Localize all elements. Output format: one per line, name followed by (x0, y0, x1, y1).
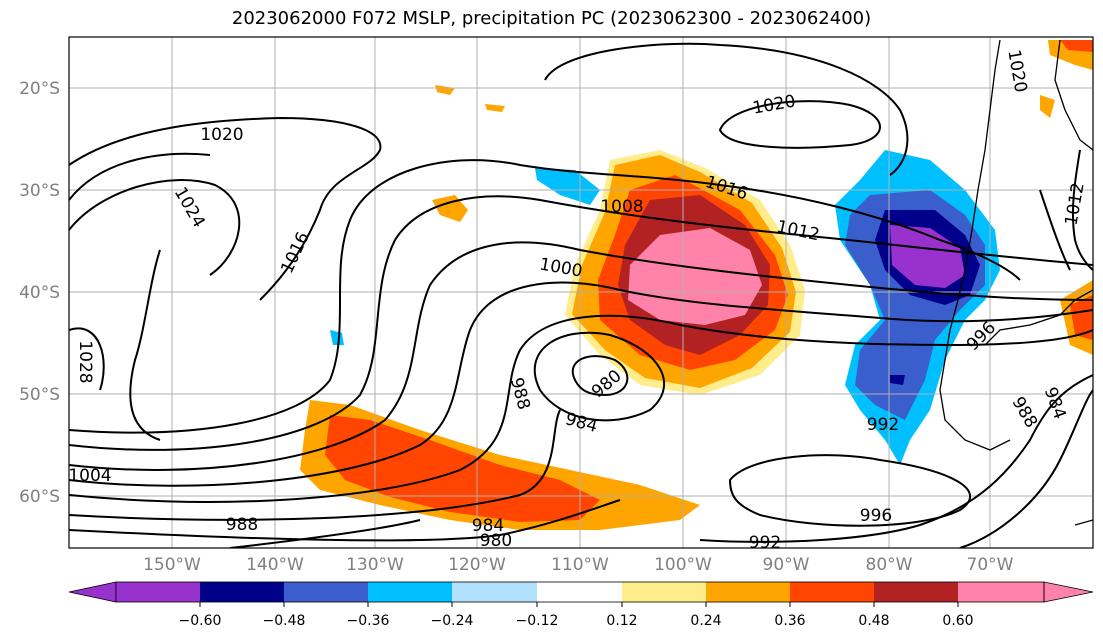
colorbar-segment (200, 582, 285, 602)
isobar-label: 1024 (170, 184, 209, 231)
colorbar-extend-low (68, 581, 117, 603)
map-content: 1020 1024 1016 1028 1004 988 1020 1016 1… (68, 37, 1093, 553)
longitude-labels: 150°W 140°W 130°W 120°W 110°W 100°W 90°W… (143, 555, 1014, 575)
latitude-labels: 20°S 30°S 40°S 50°S 60°S (19, 79, 60, 507)
lat-tick-label: 20°S (19, 79, 60, 99)
isobar-label: 1020 (1003, 48, 1030, 94)
isobar-label: 980 (480, 531, 512, 551)
isobar-label: 992 (749, 533, 781, 553)
isobar-label: 1000 (538, 254, 584, 281)
isobar-label: 1008 (600, 197, 643, 217)
isobar-label: 992 (867, 415, 899, 435)
map-gridlines (69, 37, 1093, 548)
isobar-label: 988 (226, 515, 258, 535)
colorbar-label: −0.12 (516, 613, 559, 629)
colorbar-label: 0.60 (942, 613, 973, 629)
colorbar-label: −0.48 (263, 613, 306, 629)
precip-positive-small-patches (432, 40, 1093, 355)
isobar-label: 996 (963, 318, 1000, 355)
lat-tick-label: 50°S (19, 385, 60, 405)
isobar-label: 984 (563, 409, 600, 437)
colorbar-segment (958, 582, 1044, 602)
isobar-label: 1004 (68, 466, 111, 486)
lon-tick-label: 150°W (143, 555, 201, 575)
lon-tick-label: 80°W (866, 555, 913, 575)
lon-tick-label: 90°W (763, 555, 810, 575)
lat-tick-label: 30°S (19, 181, 60, 201)
colorbar-label: 0.48 (858, 613, 889, 629)
isobar-label: 1020 (751, 91, 797, 118)
colorbar-outline (115, 581, 1045, 603)
lon-tick-label: 100°W (654, 555, 712, 575)
map-title: 2023062000 F072 MSLP, precipitation PC (… (231, 8, 872, 29)
isobar-label: 996 (860, 506, 892, 526)
lat-tick-label: 40°S (19, 283, 60, 303)
precip-negative-chile (330, 150, 1000, 465)
isobars (69, 42, 1093, 548)
lon-tick-label: 120°W (448, 555, 506, 575)
coastline (939, 39, 1093, 526)
isobar-label: 988 (506, 375, 534, 412)
isobar-label: 988 (1008, 393, 1042, 431)
lat-tick-label: 60°S (19, 487, 60, 507)
colorbar-segment (790, 582, 875, 602)
colorbar-segment (116, 582, 201, 602)
colorbar-segment (284, 582, 369, 602)
isobar-label: 1012 (1061, 181, 1088, 227)
colorbar-extend-high (1043, 581, 1094, 603)
isobar-label: 984 (472, 516, 504, 536)
colorbar-segment (452, 582, 538, 602)
colorbar-label: 0.24 (690, 613, 721, 629)
colorbar: −0.60 −0.48 −0.36 −0.24 −0.12 0.12 0.24 … (68, 581, 1094, 629)
isobar-label: 1028 (75, 340, 95, 383)
isobar-label: 1016 (277, 229, 313, 277)
colorbar-label: −0.60 (179, 613, 222, 629)
colorbar-segment (622, 582, 707, 602)
lon-tick-label: 140°W (246, 555, 304, 575)
precip-positive-south-band (300, 400, 700, 530)
isobar-label: 980 (588, 366, 626, 402)
colorbar-ticks (199, 602, 959, 607)
colorbar-label: −0.36 (347, 613, 390, 629)
lon-tick-label: 130°W (346, 555, 404, 575)
colorbar-segment (706, 582, 791, 602)
map-frame (68, 36, 1094, 549)
colorbar-label: −0.24 (431, 613, 474, 629)
isobar-label: 1020 (200, 125, 243, 145)
lon-tick-label: 70°W (967, 555, 1014, 575)
colorbar-label: 0.12 (606, 613, 637, 629)
precip-positive-east-pacific (565, 150, 805, 395)
colorbar-segment (874, 582, 959, 602)
colorbar-segment (368, 582, 453, 602)
colorbar-segment (537, 582, 623, 602)
lon-tick-label: 110°W (551, 555, 609, 575)
colorbar-label: 0.36 (774, 613, 805, 629)
